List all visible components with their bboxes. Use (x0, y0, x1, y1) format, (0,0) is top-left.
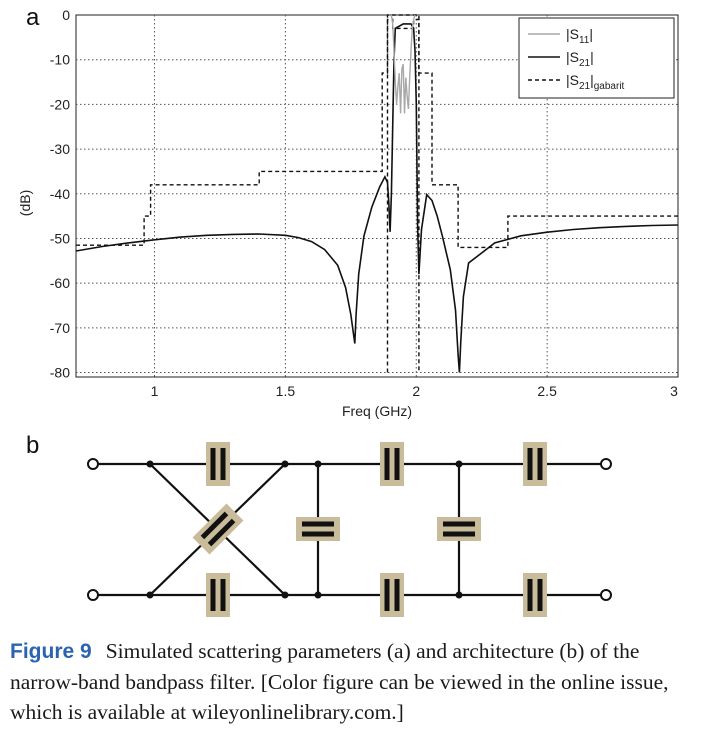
junction-dot (455, 460, 463, 468)
legend-text: |S (566, 26, 579, 42)
junction-dot (455, 591, 463, 599)
port-terminal-bottom-left (87, 589, 99, 601)
legend-text: |S (566, 72, 579, 88)
s-parameter-chart: 1 1.5 2 2.5 3 0 -10 -20 -30 -40 -50 -60 -70 -80 Freq … (17, 7, 679, 419)
shunt-resonator (437, 517, 481, 541)
legend-subscript: 21 (579, 81, 591, 92)
y-tick-label: 0 (62, 7, 70, 23)
y-tick-label: -70 (50, 320, 70, 336)
legend-box (518, 17, 675, 99)
x-tick-label: 1 (151, 383, 159, 399)
legend-label-s21: |S21| (566, 49, 594, 69)
series-line-s21-gabarit (76, 14, 678, 249)
legend-subscript: 11 (579, 35, 590, 46)
shunt-resonator (296, 517, 340, 541)
series-resonator (206, 442, 230, 486)
y-tick-label: -60 (50, 275, 70, 291)
legend-text: |S (566, 49, 579, 65)
x-tick-label: 1.5 (276, 383, 296, 399)
legend-bar: | (590, 72, 594, 88)
y-tick-label: -40 (50, 186, 70, 202)
y-axis-label: (dB) (17, 190, 33, 216)
legend-bar: | (589, 26, 593, 42)
junction-dot (314, 460, 322, 468)
series-resonator (380, 573, 404, 617)
panel-b-label: b (26, 432, 40, 459)
legend-subscript: 21 (579, 58, 591, 69)
x-tick-label: 2 (412, 383, 420, 399)
junction-dot (314, 591, 322, 599)
series-resonator (523, 442, 547, 486)
series-resonator (523, 573, 547, 617)
port-terminal-top-right (600, 458, 612, 470)
series-line-s21 (75, 23, 679, 373)
figure-caption: Figure 9 Simulated scattering parameters … (10, 636, 700, 727)
legend-subscript-2: gabarit (594, 81, 625, 92)
junction-dot (281, 460, 289, 468)
legend-bar: | (590, 49, 594, 65)
filter-architecture-diagram (87, 442, 612, 617)
junction-dot (281, 591, 289, 599)
figure-label: Figure 9 (10, 640, 92, 663)
series-line-s11 (390, 14, 416, 114)
legend: |S11||S21||S21|gabarit (518, 17, 675, 99)
y-tick-label: -20 (50, 96, 70, 112)
series-line-s21-gabarit-inner (386, 18, 420, 373)
y-tick-label: -10 (50, 52, 70, 68)
legend-label-gab: |S21|gabarit (566, 72, 625, 92)
junction-dot (146, 591, 154, 599)
port-terminal-bottom-right (600, 589, 612, 601)
caption-text: Simulated scattering parameters (a) and … (10, 639, 669, 724)
panel-a-label: a (26, 4, 40, 31)
legend-label-s11: |S11| (566, 26, 593, 46)
series-resonator (206, 573, 230, 617)
y-tick-label: -80 (50, 365, 70, 381)
cross-resonator (192, 503, 244, 555)
series-group (75, 14, 679, 373)
y-tick-label: -30 (50, 141, 70, 157)
x-tick-label: 2.5 (537, 383, 557, 399)
series-resonator (380, 442, 404, 486)
tick-labels: 1 1.5 2 2.5 3 0 -10 -20 -30 -40 -50 -60 -70 -80 (50, 7, 678, 399)
y-tick-label: -50 (50, 230, 70, 246)
x-tick-label: 3 (670, 383, 678, 399)
junction-dot (146, 460, 154, 468)
x-axis-label: Freq (GHz) (342, 403, 412, 419)
port-terminal-top-left (87, 458, 99, 470)
